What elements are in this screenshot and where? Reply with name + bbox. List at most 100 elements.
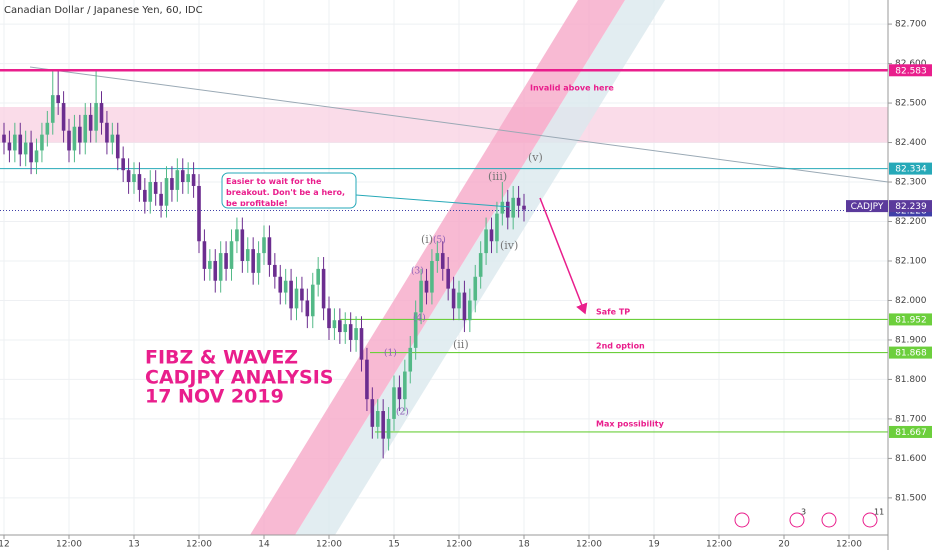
- candle-body: [34, 150, 39, 163]
- symbol-badge: [846, 200, 888, 213]
- headline: FIBZ & WAVEZ: [145, 347, 298, 369]
- candle-body: [462, 292, 467, 321]
- candle-body: [224, 253, 228, 269]
- candle-body: [348, 324, 353, 340]
- candle-body: [13, 134, 17, 151]
- candle-body: [446, 268, 450, 289]
- note: Easier to wait for the breakout. Don't b…: [226, 177, 345, 206]
- candle-body: [300, 288, 304, 301]
- candle-body: [164, 178, 169, 206]
- symbol-label: CADJPY: [851, 202, 884, 212]
- candle-body: [197, 185, 201, 242]
- candle-body: [61, 103, 66, 131]
- candle-body: [208, 260, 212, 269]
- candle-body: [468, 300, 472, 321]
- wave-label: (2): [396, 407, 409, 418]
- candle-body: [67, 130, 71, 151]
- annotation: 2nd option: [596, 342, 645, 351]
- x-tick-label: 12:00: [56, 540, 82, 550]
- candle-body: [338, 320, 342, 333]
- candle-body: [126, 170, 131, 183]
- wave-label: (1): [384, 348, 397, 359]
- candle-body: [262, 237, 266, 254]
- candle-body: [435, 253, 440, 261]
- candle-body: [240, 229, 245, 261]
- y-tick-label: 82.300: [895, 178, 927, 188]
- price-badge-label: 81.952: [895, 315, 927, 325]
- candle-body: [153, 182, 158, 194]
- annotation: Safe TP: [596, 308, 630, 317]
- x-tick-label: 12:00: [706, 540, 732, 550]
- candle-body: [229, 241, 234, 269]
- candle-body: [354, 328, 358, 340]
- candle-body: [137, 174, 142, 190]
- candle-body: [294, 288, 299, 309]
- event-icon[interactable]: [821, 512, 837, 528]
- headline: CADJPY ANALYSIS: [145, 367, 333, 389]
- candle-body: [170, 178, 174, 190]
- annotation: Max possibility: [596, 420, 665, 429]
- candle-body: [473, 276, 478, 301]
- event-icon[interactable]: [734, 512, 750, 528]
- candle-body: [50, 95, 55, 123]
- candle-body: [484, 229, 488, 254]
- y-tick-label: 82.000: [895, 296, 927, 306]
- wave-label: (v): [528, 151, 543, 164]
- candle-body: [110, 134, 115, 143]
- price-badge-label: 82.334: [895, 165, 927, 175]
- candle-body: [143, 189, 147, 202]
- y-tick-label: 82.200: [895, 217, 927, 227]
- candle-body: [381, 411, 385, 439]
- x-tick-label: 19: [648, 540, 660, 550]
- candle-body: [332, 320, 337, 329]
- y-tick-label: 82.100: [895, 256, 927, 266]
- grid: [0, 0, 888, 535]
- candle-body: [522, 205, 526, 210]
- candle-body: [413, 312, 418, 348]
- trend-line: [29, 66, 888, 183]
- candle-body: [2, 134, 6, 143]
- candle-body: [495, 213, 499, 242]
- candle-body: [451, 288, 456, 309]
- candle-body: [365, 359, 369, 400]
- candle-body: [148, 182, 153, 202]
- candle-body: [29, 142, 33, 163]
- x-tick-label: 12:00: [186, 540, 212, 550]
- wave-label: (iv): [500, 239, 518, 252]
- candle-body: [305, 300, 310, 317]
- candle-body: [321, 268, 326, 309]
- arrow: [539, 197, 588, 315]
- candle-body: [45, 122, 50, 135]
- x-tick-label: 12:00: [576, 540, 602, 550]
- wave-label: (3): [411, 266, 424, 277]
- candle-body: [186, 174, 190, 183]
- y-tick-label: 82.700: [895, 20, 927, 30]
- candle-body: [72, 126, 77, 151]
- event-icon[interactable]: [862, 512, 878, 528]
- event-icon[interactable]: [789, 512, 805, 528]
- candle-body: [132, 174, 136, 183]
- candle-body: [478, 253, 483, 277]
- candle-body: [370, 399, 375, 427]
- candle-body: [392, 387, 396, 419]
- price-badge: [889, 425, 932, 438]
- candle-body: [213, 260, 218, 281]
- price-badge-label: 81.868: [895, 349, 927, 359]
- axes: 82.700 82.600 82.500 82.400 82.300 82.200 82.1…: [0, 20, 932, 550]
- candle-body: [115, 134, 120, 159]
- candle-body: [175, 170, 180, 190]
- candle-body: [251, 249, 255, 273]
- candle-body: [7, 142, 12, 151]
- candle-body: [83, 114, 88, 143]
- candle-body: [18, 134, 23, 155]
- wave-label: (5): [433, 235, 446, 246]
- badge: 11: [874, 508, 884, 517]
- candle-body: [273, 264, 277, 277]
- candle-body: [516, 197, 521, 206]
- x-tick-label: 18: [518, 540, 530, 550]
- candle-body: [202, 241, 207, 269]
- candle-body: [489, 229, 494, 242]
- candle-body: [359, 328, 364, 360]
- y-tick-label: 81.900: [895, 335, 927, 345]
